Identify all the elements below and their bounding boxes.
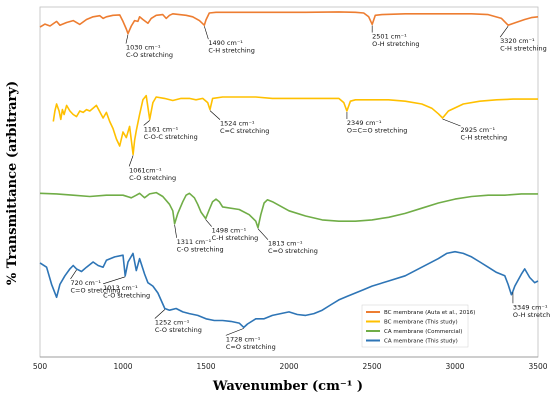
annotation-leader-12 — [70, 269, 77, 280]
annotation-label-2-1: O-H stretching — [372, 40, 419, 48]
annotation-label-7-1: C-H stretching — [461, 134, 508, 142]
series-line-4 — [39, 250, 539, 329]
annotation-label-4-1: C-O-C stretching — [144, 133, 198, 141]
annotation-label-14-0: 1252 cm⁻¹ — [155, 318, 190, 326]
annotation-label-0-1: C-O stretching — [126, 51, 173, 59]
legend-label-3: CA membrane (Commercial) — [384, 329, 462, 335]
annotation-leader-4 — [143, 120, 150, 126]
annotation-label-14-1: C-O stretching — [155, 326, 202, 334]
annotation-label-6-1: O=C=O stretching — [347, 127, 408, 135]
annotation-label-10-0: 1498 cm⁻¹ — [212, 227, 247, 235]
annotation-leader-5 — [209, 110, 221, 120]
x-axis-title: Wavenumber (cm⁻¹ ) — [212, 379, 363, 394]
legend-label-2: BC membrane (This study) — [384, 320, 458, 326]
annotation-label-0-0: 1030 cm⁻¹ — [126, 44, 161, 52]
x-tick-label-2000: 2000 — [279, 362, 298, 371]
x-tick-labels: 500 1000 1500 2000 2500 3000 3500 — [33, 362, 548, 371]
annotation-label-5-0: 1524 cm⁻¹ — [220, 120, 255, 128]
annotation-leader-10 — [205, 219, 212, 227]
annotation-label-1-1: C-H stretching — [208, 47, 255, 55]
x-tick-label-500: 500 — [33, 362, 48, 371]
annotation-leader-7 — [442, 118, 461, 127]
annotation-label-12-1: C=O stretching — [71, 286, 121, 294]
annotation-label-15-0: 1728 cm⁻¹ — [226, 335, 261, 343]
annotation-label-13-0: 1013 cm⁻¹ — [103, 284, 138, 292]
plot-frame — [39, 6, 539, 358]
series-line-2 — [52, 94, 538, 156]
annotation-leader-3 — [499, 26, 509, 38]
annotation-label-2-0: 2501 cm⁻¹ — [372, 32, 407, 40]
annotation-label-8-1: C-O stretching — [129, 174, 176, 182]
annotation-label-9-0: 1311 cm⁻¹ — [177, 238, 212, 246]
annotation-label-3-1: C-H stretching — [500, 45, 547, 53]
y-axis-title: % Transmittance (arbitrary) — [5, 81, 20, 285]
annotation-label-16-1: O-H stretching — [513, 311, 550, 319]
annotation-label-7-0: 2925 cm⁻¹ — [461, 126, 496, 134]
annotation-leader-8 — [128, 155, 134, 167]
series-line-1 — [39, 11, 539, 35]
annotation-label-6-0: 2349 cm⁻¹ — [347, 119, 382, 127]
x-tick-label-1000: 1000 — [113, 362, 132, 371]
legend-label-1: BC membrane (Auta et al., 2016) — [384, 310, 475, 316]
annotation-label-10-1: C-H stretching — [212, 234, 259, 242]
annotation-label-3-0: 3320 cm⁻¹ — [500, 37, 535, 45]
annotation-leader-0 — [125, 34, 129, 44]
x-tick-label-3000: 3000 — [445, 362, 464, 371]
legend-label-4: CA membrane (This study) — [384, 339, 458, 345]
annotation-leader-13 — [103, 276, 126, 285]
annotation-label-11-0: 1813 cm⁻¹ — [268, 240, 303, 248]
annotation-label-13-1: C-O stretching — [103, 291, 150, 299]
annotation-label-12-0: 720 cm⁻¹ — [71, 279, 102, 287]
annotation-leader-1 — [204, 26, 209, 40]
annotation-leader-15 — [225, 328, 244, 336]
legend: BC membrane (Auta et al., 2016) BC membra… — [361, 304, 475, 348]
annotation-label-16-0: 3349 cm⁻¹ — [513, 303, 548, 311]
annotation-label-8-0: 1061cm⁻¹ — [129, 166, 162, 174]
annotation-leader-9 — [174, 224, 177, 238]
series-line-3 — [39, 191, 538, 229]
annotation-label-4-0: 1161 cm⁻¹ — [144, 125, 179, 133]
annotation-leader-11 — [257, 228, 269, 240]
series-lines — [39, 11, 539, 329]
annotation-label-11-1: C=O stretching — [268, 247, 318, 255]
x-tick-label-3500: 3500 — [528, 362, 547, 371]
x-tick-label-1500: 1500 — [196, 362, 215, 371]
annotation-label-1-0: 1490 cm⁻¹ — [208, 39, 243, 47]
annotation-label-5-1: C=C stretching — [220, 127, 269, 135]
x-tick-label-2500: 2500 — [362, 362, 381, 371]
annotation-label-9-1: C-O stretching — [177, 245, 224, 253]
annotation-leader-14 — [154, 309, 166, 319]
annotation-label-15-1: C=O stretching — [226, 343, 276, 351]
